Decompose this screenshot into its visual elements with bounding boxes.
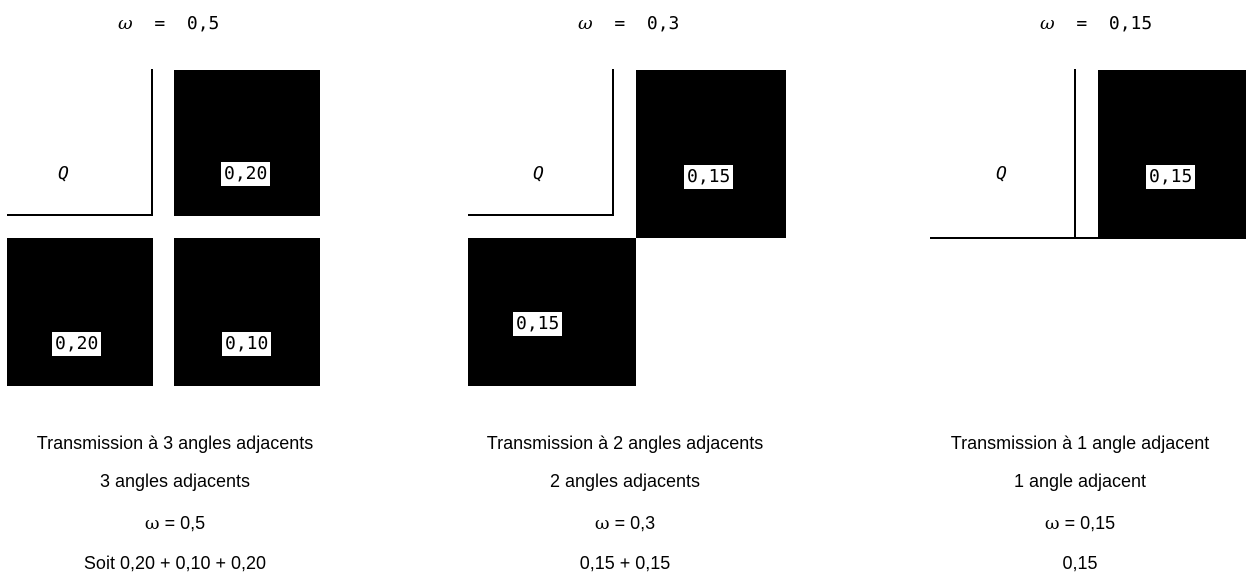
omega-value: = 0,15	[1064, 513, 1116, 533]
value-label: 0,15	[513, 312, 563, 336]
caption-count: 1 angle adjacent	[1013, 471, 1147, 491]
square-bottom-right: 0,10	[174, 238, 320, 386]
omega-value: = 0,3	[614, 13, 680, 34]
omega-symbol: ω	[578, 13, 593, 34]
caption-count: 2 angles adjacents	[549, 471, 701, 491]
caption-title: Transmission à 1 angle adjacent	[950, 433, 1210, 453]
square-top-right: 0,15	[1098, 70, 1246, 239]
caption-three-angles: Transmission à 3 angles adjacents 3 angl…	[25, 0, 325, 581]
q-boundary-horizontal	[7, 214, 153, 216]
q-boundary-vertical	[612, 69, 614, 216]
area-label-q: Q	[58, 163, 69, 184]
omega-symbol: ω	[1044, 513, 1060, 534]
panel-three-angles: ω = 0,5 Q 0,20 0,20 0,10	[0, 0, 330, 581]
caption-sum: Soit 0,20 + 0,10 + 0,20	[83, 553, 267, 573]
caption-sum: 0,15 + 0,15	[579, 553, 671, 573]
panel-one-angle: ω = 0,15 Q 0,15	[900, 0, 1260, 581]
omega-value: = 0,5	[164, 513, 206, 533]
value-label: 0,15	[1146, 165, 1196, 189]
square-top-right: 0,15	[636, 70, 786, 238]
omega-symbol: ω	[118, 13, 133, 34]
square-bottom-left: 0,20	[7, 238, 153, 386]
q-boundary-horizontal	[930, 237, 1098, 239]
value-label: 0,20	[221, 162, 271, 186]
q-boundary-horizontal	[468, 214, 614, 216]
caption-two-angles: Transmission à 2 angles adjacents 2 angl…	[475, 0, 775, 581]
caption-title: Transmission à 3 angles adjacents	[36, 433, 314, 453]
area-label-q: Q	[996, 163, 1007, 184]
area-label-q: Q	[533, 163, 544, 184]
q-boundary-vertical	[151, 69, 153, 216]
omega-symbol: ω	[594, 513, 610, 534]
caption-count: 3 angles adjacents	[99, 471, 251, 491]
caption-one-angle: Transmission à 1 angle adjacent 1 angle …	[930, 0, 1230, 581]
omega-title: ω = 0,3	[578, 12, 679, 36]
omega-value: = 0,3	[614, 513, 656, 533]
omega-symbol: ω	[144, 513, 160, 534]
q-boundary-vertical	[1074, 69, 1076, 239]
value-label: 0,15	[684, 165, 734, 189]
caption-omega: ω = 0,5	[25, 512, 325, 535]
value-label: 0,10	[222, 332, 272, 356]
square-bottom-left: 0,15	[468, 238, 636, 386]
omega-value: = 0,5	[154, 13, 220, 34]
omega-value: = 0,15	[1076, 13, 1153, 34]
caption-omega: ω = 0,3	[475, 512, 775, 535]
panel-two-angles: ω = 0,3 Q 0,15 0,15	[460, 0, 840, 581]
caption-title: Transmission à 2 angles adjacents	[486, 433, 764, 453]
omega-symbol: ω	[1040, 13, 1055, 34]
omega-title: ω = 0,5	[118, 12, 219, 36]
omega-title: ω = 0,15	[1040, 12, 1152, 36]
square-top-right: 0,20	[174, 70, 320, 216]
caption-omega: ω = 0,15	[930, 512, 1230, 535]
caption-sum: 0,15	[1062, 553, 1098, 573]
value-label: 0,20	[52, 332, 102, 356]
